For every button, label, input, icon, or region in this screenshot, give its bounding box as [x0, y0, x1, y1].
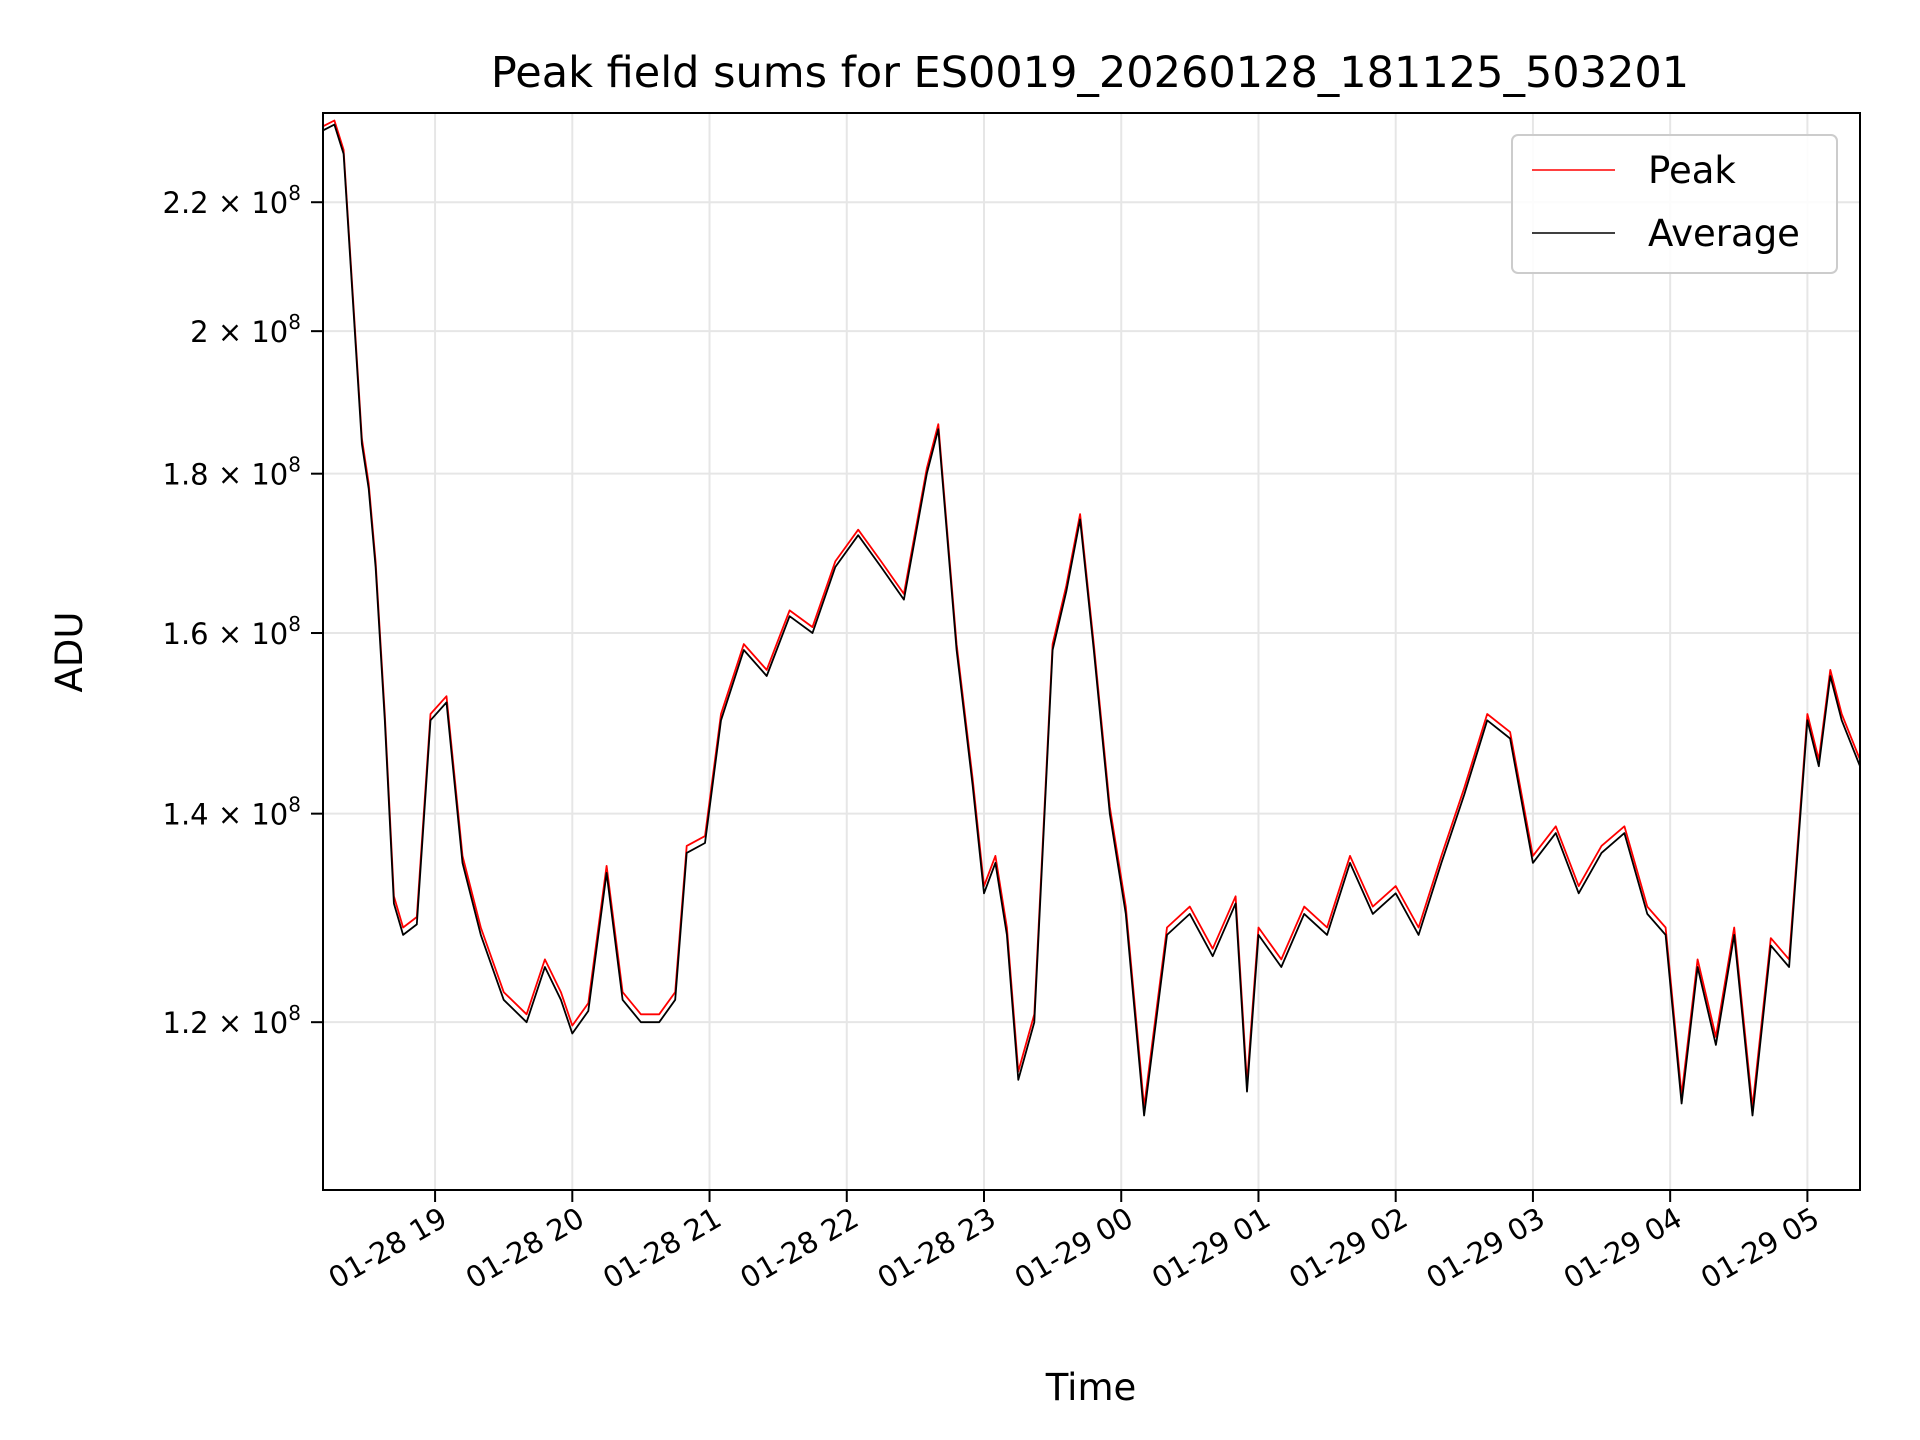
plot-area	[323, 119, 1860, 1117]
series-line-average	[323, 123, 1860, 1117]
y-tick-label: 1.6 × 108	[163, 612, 302, 651]
legend-label-average: Average	[1648, 212, 1800, 255]
y-tick-label: 2.2 × 108	[163, 181, 302, 220]
y-tick-label: 2 × 108	[190, 310, 301, 349]
y-axis: 1.2 × 108 1.4 × 108 1.6 × 108 1.8 × 108 2 × …	[163, 181, 323, 1040]
y-tick-label: 1.2 × 108	[163, 1001, 302, 1040]
y-tick-label: 1.8 × 108	[163, 453, 302, 492]
y-axis-label: ADU	[48, 612, 91, 693]
plot-frame	[322, 112, 1861, 1191]
chart-title: Peak field sums for ES0019_20260128_1811…	[491, 48, 1689, 98]
y-tick-label: 1.4 × 108	[163, 793, 302, 832]
x-axis-label: Time	[1045, 1366, 1137, 1409]
legend: Peak Average	[1511, 134, 1838, 274]
legend-label-peak: Peak	[1648, 149, 1736, 192]
